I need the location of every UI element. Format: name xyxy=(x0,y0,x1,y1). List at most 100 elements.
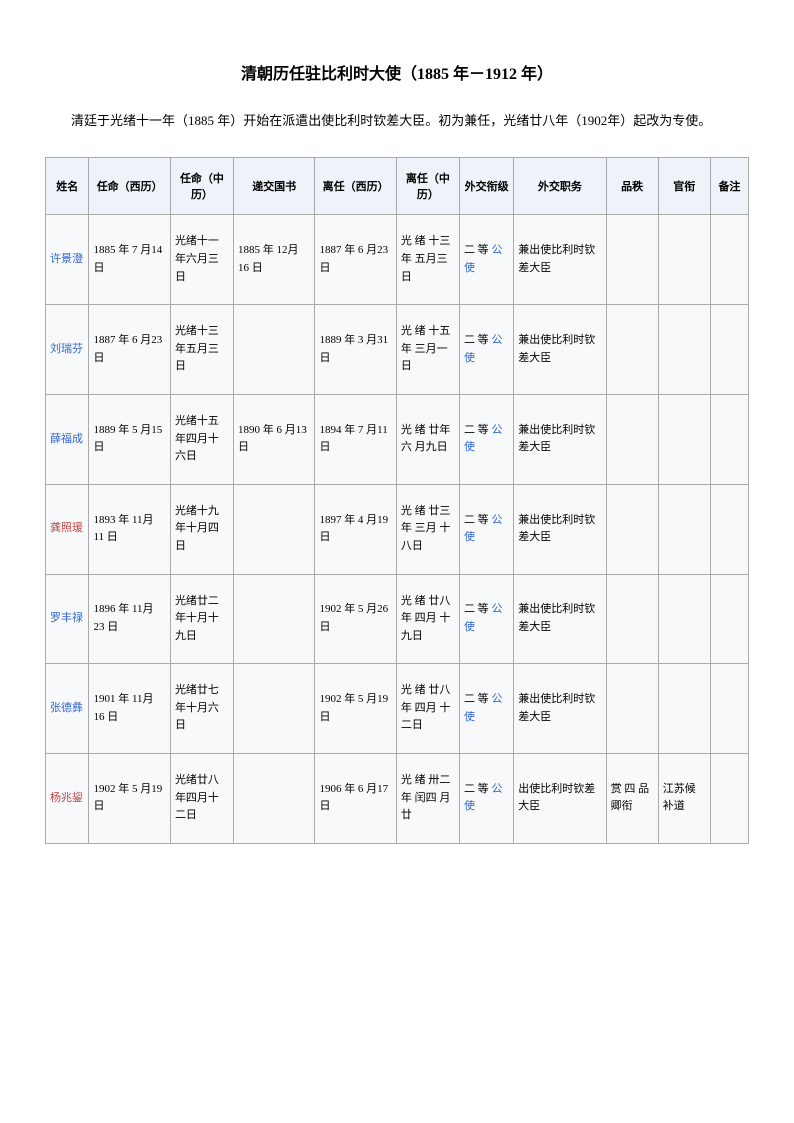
cell-leave-cn: 光 绪 廿八 年 四月 十 二日 xyxy=(396,664,459,754)
cell-official xyxy=(658,305,710,395)
cell-rank: 二 等 公使 xyxy=(459,484,513,574)
ambassador-name-link[interactable]: 杨兆鋆 xyxy=(50,792,83,804)
cell-leave-west: 1889 年 3 月31 日 xyxy=(315,305,396,395)
cell-name: 罗丰禄 xyxy=(46,574,89,664)
cell-note xyxy=(710,574,748,664)
cell-duty: 兼出使比利时钦差大臣 xyxy=(514,574,606,664)
cell-grade xyxy=(606,394,658,484)
cell-leave-west: 1894 年 7 月11 日 xyxy=(315,394,396,484)
cell-leave-cn: 光 绪 廿八 年 四月 十 九日 xyxy=(396,574,459,664)
cell-appoint-west: 1885 年 7 月14 日 xyxy=(89,215,170,305)
cell-credential xyxy=(233,305,314,395)
cell-note xyxy=(710,484,748,574)
header-rank: 外交衔级 xyxy=(459,158,513,215)
cell-leave-west: 1887 年 6 月23 日 xyxy=(315,215,396,305)
cell-leave-cn: 光 绪 廿三 年 三月 十 八日 xyxy=(396,484,459,574)
cell-leave-west: 1902 年 5 月19 日 xyxy=(315,664,396,754)
cell-appoint-west: 1902 年 5 月19 日 xyxy=(89,754,170,844)
ambassador-name-link[interactable]: 刘瑞芬 xyxy=(50,343,83,355)
cell-appoint-west: 1889 年 5 月15 日 xyxy=(89,394,170,484)
cell-leave-cn: 光 绪 廿年 六 月九日 xyxy=(396,394,459,484)
cell-appoint-west: 1896 年 11月 23 日 xyxy=(89,574,170,664)
ambassador-name-link[interactable]: 薛福成 xyxy=(50,433,83,445)
rank-link[interactable]: 公使 xyxy=(464,244,503,274)
cell-name: 张德彝 xyxy=(46,664,89,754)
rank-link[interactable]: 公使 xyxy=(464,514,503,544)
cell-grade xyxy=(606,215,658,305)
ambassador-name-link[interactable]: 罗丰禄 xyxy=(50,612,83,624)
cell-grade xyxy=(606,484,658,574)
cell-rank: 二 等 公使 xyxy=(459,215,513,305)
cell-name: 薛福成 xyxy=(46,394,89,484)
cell-appoint-west: 1887 年 6 月23 日 xyxy=(89,305,170,395)
cell-duty: 兼出使比利时钦差大臣 xyxy=(514,394,606,484)
page-title: 清朝历任驻比利时大使（1885 年－1912 年） xyxy=(45,60,749,84)
cell-appoint-cn: 光绪十五年四月十六日 xyxy=(170,394,233,484)
cell-duty: 兼出使比利时钦差大臣 xyxy=(514,664,606,754)
rank-link[interactable]: 公使 xyxy=(464,603,503,633)
header-note: 备注 xyxy=(710,158,748,215)
cell-leave-cn: 光 绪 卅二 年 闰四 月 廿 xyxy=(396,754,459,844)
header-name: 姓名 xyxy=(46,158,89,215)
rank-link[interactable]: 公使 xyxy=(464,334,503,364)
cell-leave-cn: 光 绪 十三 年 五月三日 xyxy=(396,215,459,305)
cell-name: 许景澄 xyxy=(46,215,89,305)
table-row: 罗丰禄1896 年 11月 23 日光绪廿二年十月十九日1902 年 5 月26… xyxy=(46,574,749,664)
cell-leave-west: 1897 年 4 月19 日 xyxy=(315,484,396,574)
table-row: 许景澄 1885 年 7 月14 日光绪十一年六月三日1885 年 12月 16 … xyxy=(46,215,749,305)
cell-note xyxy=(710,394,748,484)
rank-link[interactable]: 公使 xyxy=(464,693,503,723)
cell-rank: 二 等 公使 xyxy=(459,664,513,754)
cell-credential xyxy=(233,664,314,754)
header-credential: 递交国书 xyxy=(233,158,314,215)
cell-official xyxy=(658,574,710,664)
table-row: 薛福成 1889 年 5 月15 日光绪十五年四月十六日1890 年 6 月13 … xyxy=(46,394,749,484)
cell-grade: 赏 四 品卿衔 xyxy=(606,754,658,844)
cell-credential xyxy=(233,484,314,574)
cell-official: 江苏候补道 xyxy=(658,754,710,844)
cell-rank: 二 等 公使 xyxy=(459,754,513,844)
cell-leave-west: 1906 年 6 月17 日 xyxy=(315,754,396,844)
cell-appoint-west: 1901 年 11月 16 日 xyxy=(89,664,170,754)
rank-link[interactable]: 公使 xyxy=(464,424,503,454)
ambassador-name-link[interactable]: 许景澄 xyxy=(50,253,83,265)
cell-name: 龚照瑗 xyxy=(46,484,89,574)
table-row: 龚照瑗 1893 年 11月 11 日光绪十九年十月四日 1897 年 4 月19 … xyxy=(46,484,749,574)
intro-paragraph: 清廷于光绪十一年（1885 年）开始在派遣出使比利时钦差大臣。初为兼任，光绪廿八… xyxy=(45,109,749,132)
cell-official xyxy=(658,394,710,484)
cell-duty: 出使比利时钦差大臣 xyxy=(514,754,606,844)
cell-appoint-cn: 光绪十一年六月三日 xyxy=(170,215,233,305)
cell-credential: 1890 年 6 月13 日 xyxy=(233,394,314,484)
cell-official xyxy=(658,484,710,574)
cell-grade xyxy=(606,574,658,664)
table-row: 张德彝 1901 年 11月 16 日光绪廿七年十月六日 1902 年 5 月19 … xyxy=(46,664,749,754)
cell-credential xyxy=(233,574,314,664)
ambassador-name-link[interactable]: 张德彝 xyxy=(50,702,83,714)
table-row: 杨兆鋆 1902 年 5 月19 日光绪廿八年四月十二日 1906 年 6 月17 … xyxy=(46,754,749,844)
cell-appoint-cn: 光绪十九年十月四日 xyxy=(170,484,233,574)
cell-duty: 兼出使比利时钦差大臣 xyxy=(514,484,606,574)
cell-appoint-cn: 光绪廿八年四月十二日 xyxy=(170,754,233,844)
cell-appoint-cn: 光绪廿七年十月六日 xyxy=(170,664,233,754)
cell-appoint-west: 1893 年 11月 11 日 xyxy=(89,484,170,574)
cell-duty: 兼出使比利时钦差大臣 xyxy=(514,305,606,395)
cell-credential xyxy=(233,754,314,844)
header-grade: 品秩 xyxy=(606,158,658,215)
cell-rank: 二 等 公使 xyxy=(459,305,513,395)
header-appoint-west: 任命（西历） xyxy=(89,158,170,215)
table-row: 刘瑞芬 1887 年 6 月23 日光绪十三年五月三日 1889 年 3 月31 日… xyxy=(46,305,749,395)
cell-credential: 1885 年 12月 16 日 xyxy=(233,215,314,305)
cell-note xyxy=(710,215,748,305)
ambassadors-table: 姓名 任命（西历） 任命（中历） 递交国书 离任（西历） 离任（中历） 外交衔级… xyxy=(45,157,749,843)
cell-name: 刘瑞芬 xyxy=(46,305,89,395)
cell-grade xyxy=(606,664,658,754)
cell-rank: 二 等 公使 xyxy=(459,574,513,664)
cell-duty: 兼出使比利时钦差大臣 xyxy=(514,215,606,305)
cell-leave-west: 1902 年 5 月26 日 xyxy=(315,574,396,664)
header-appoint-cn: 任命（中历） xyxy=(170,158,233,215)
header-duty: 外交职务 xyxy=(514,158,606,215)
cell-appoint-cn: 光绪十三年五月三日 xyxy=(170,305,233,395)
rank-link[interactable]: 公使 xyxy=(464,783,503,813)
header-leave-west: 离任（西历） xyxy=(315,158,396,215)
ambassador-name-link[interactable]: 龚照瑗 xyxy=(50,522,83,534)
